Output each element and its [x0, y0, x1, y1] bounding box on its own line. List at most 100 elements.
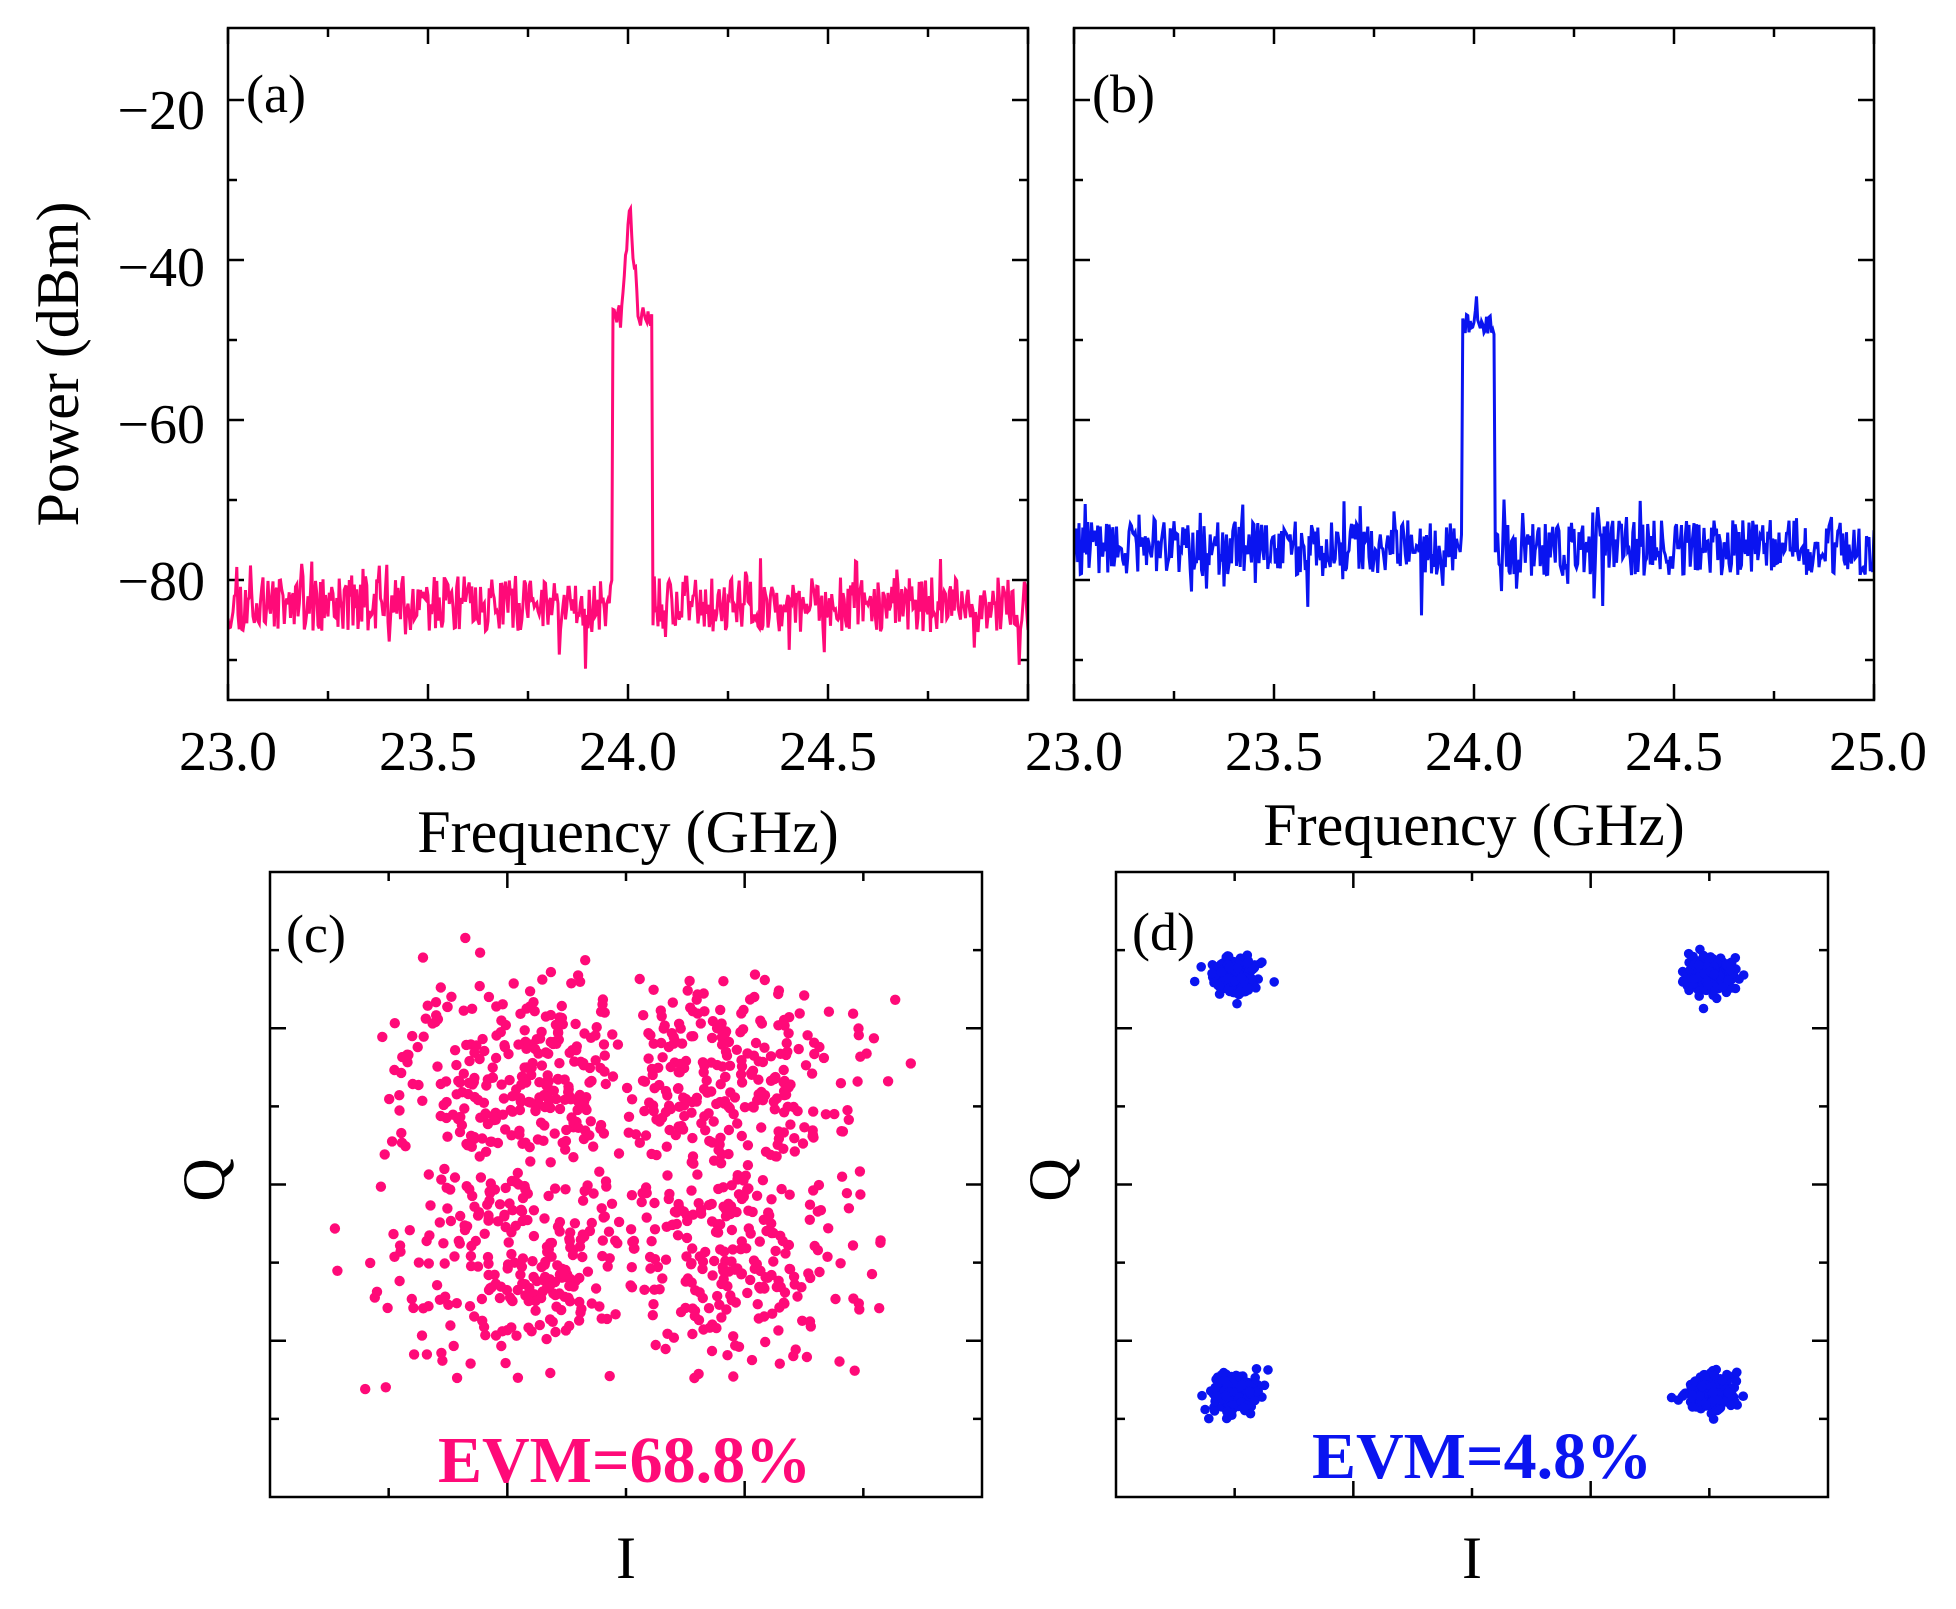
constellation-point — [905, 1058, 916, 1069]
constellation-point — [564, 1280, 575, 1292]
constellation-point — [800, 1060, 812, 1071]
constellation-point — [691, 1092, 703, 1104]
constellation-point — [490, 1052, 502, 1064]
constellation-point — [756, 1018, 768, 1029]
constellation-point — [574, 1296, 585, 1308]
constellation-point — [1209, 1406, 1220, 1416]
constellation-point — [394, 1090, 405, 1101]
x-axis-title-a: Frequency (GHz) — [417, 799, 839, 865]
constellation-point — [649, 1224, 661, 1235]
constellation-point — [500, 1124, 511, 1135]
constellation-point — [607, 1029, 618, 1040]
constellation-point — [515, 1269, 526, 1281]
constellation-point — [771, 1281, 782, 1293]
constellation-point — [451, 1059, 462, 1071]
constellation-point — [782, 1101, 793, 1113]
constellation-point — [490, 1278, 501, 1290]
constellation-point — [822, 1251, 833, 1263]
constellation-point — [499, 1209, 510, 1221]
constellation-point — [377, 1031, 388, 1043]
constellation-point — [475, 1172, 487, 1183]
constellation-point — [808, 1185, 819, 1196]
constellation-point — [718, 976, 729, 987]
constellation-point — [329, 1223, 341, 1234]
constellation-point — [1723, 1387, 1733, 1398]
constellation-point — [526, 1326, 537, 1337]
constellation-point — [599, 1050, 610, 1061]
constellation-point — [736, 1061, 748, 1072]
constellation-point — [434, 1217, 445, 1228]
constellation-point — [560, 1184, 571, 1195]
constellation-point — [766, 1218, 777, 1229]
constellation-point — [823, 1006, 835, 1017]
constellation-point — [648, 1299, 659, 1310]
constellation-point — [689, 1372, 700, 1384]
constellation-point — [474, 1053, 485, 1065]
constellation-point — [598, 1039, 610, 1050]
constellation-point — [440, 1076, 452, 1087]
x-axis-title-c: I — [616, 1525, 636, 1591]
constellation-point — [736, 1008, 747, 1019]
constellation-point — [711, 1023, 723, 1034]
constellation-point — [723, 1266, 735, 1277]
constellation-point — [416, 1330, 428, 1341]
constellation-point — [549, 1183, 561, 1194]
constellation-point — [500, 1182, 511, 1194]
constellation-point — [461, 1221, 473, 1232]
constellation-point — [496, 1079, 507, 1090]
constellation-point — [581, 1104, 592, 1116]
constellation-point — [1687, 1402, 1698, 1412]
constellation-point — [442, 1001, 453, 1013]
constellation-point — [663, 1193, 674, 1205]
constellation-point — [1677, 1391, 1688, 1401]
constellation-point — [686, 1185, 697, 1196]
constellation-point — [506, 1322, 517, 1333]
constellation-point — [660, 1343, 671, 1355]
constellation-point — [843, 1114, 854, 1126]
constellation-point — [1699, 1371, 1710, 1381]
constellation-point — [478, 1097, 490, 1109]
constellation-point — [680, 1093, 692, 1105]
constellation-point — [536, 1026, 547, 1038]
constellation-point — [1732, 1367, 1742, 1378]
constellation-point — [837, 1126, 849, 1137]
constellation-point — [745, 1228, 756, 1239]
constellation-point — [741, 1243, 752, 1254]
constellation-point — [639, 1284, 650, 1296]
constellation-point — [1222, 951, 1233, 961]
constellation-point — [525, 1097, 536, 1108]
constellation-point — [641, 1187, 652, 1199]
constellation-point — [579, 1185, 590, 1197]
constellation-point — [712, 1290, 723, 1302]
constellation-point — [1666, 1392, 1677, 1403]
constellation-point — [519, 1025, 530, 1036]
constellation-point — [517, 1253, 529, 1264]
constellation-point — [694, 1287, 705, 1298]
constellation-point — [664, 1124, 675, 1136]
constellation-point — [733, 1341, 745, 1353]
constellation-point — [386, 1136, 398, 1147]
constellation-point — [384, 1093, 395, 1105]
constellation-point — [551, 1093, 562, 1105]
constellation-point — [775, 1048, 786, 1060]
constellation-point — [714, 1096, 726, 1108]
constellation-point — [665, 1061, 676, 1073]
constellation-point — [760, 1272, 771, 1283]
constellation-point — [1207, 968, 1217, 979]
panel-c: (c) EVM=68.8% I Q — [171, 870, 984, 1591]
constellation-point — [599, 1211, 610, 1222]
constellation-point — [829, 1108, 840, 1120]
constellation-point — [799, 990, 810, 1001]
constellation-point — [667, 997, 678, 1008]
constellation-point — [676, 1038, 688, 1049]
constellation-point — [544, 1314, 556, 1325]
constellation-point — [689, 1310, 700, 1322]
constellation-point — [668, 1032, 679, 1043]
constellation-point — [569, 1218, 581, 1229]
constellation-point — [529, 1043, 541, 1055]
constellation-point — [543, 1190, 554, 1202]
constellation-point — [687, 1243, 698, 1254]
constellation-point — [380, 1382, 391, 1393]
constellation-point — [497, 1109, 509, 1120]
constellation-point — [662, 1328, 673, 1340]
